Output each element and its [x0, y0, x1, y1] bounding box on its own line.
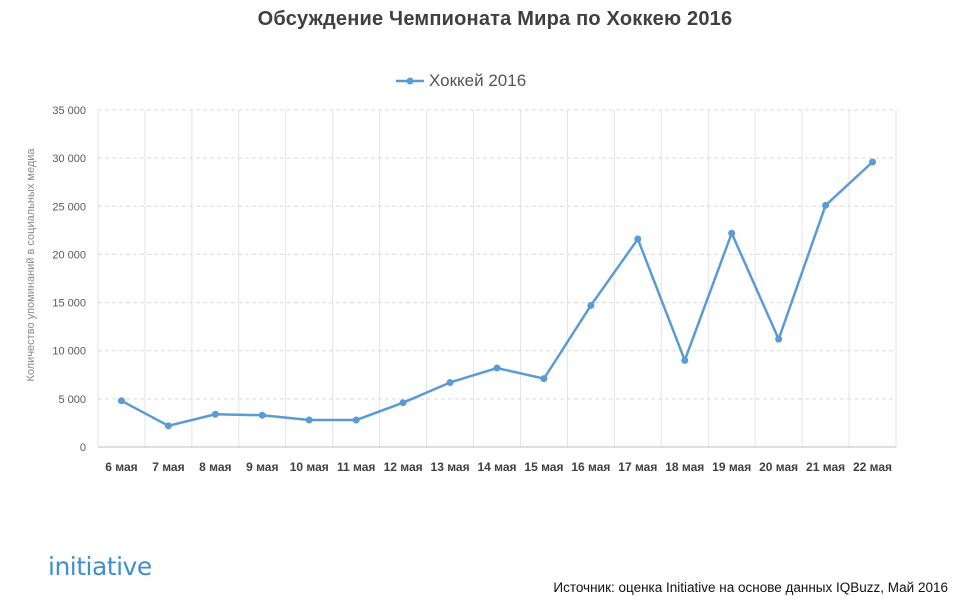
source-note: Источник: оценка Initiative на основе да…	[553, 580, 948, 595]
y-tick-label: 25 000	[52, 201, 86, 213]
x-tick-label: 20 мая	[759, 460, 798, 474]
data-point	[587, 301, 595, 309]
x-tick-label: 18 мая	[665, 460, 704, 474]
data-point	[117, 397, 125, 405]
initiative-logo: initiative	[48, 552, 152, 581]
y-tick-label: 5 000	[58, 394, 86, 406]
x-tick-label: 11 мая	[337, 460, 375, 474]
legend: Хоккей 2016	[395, 70, 526, 92]
x-tick-label: 9 мая	[246, 460, 278, 474]
x-tick-label: 19 мая	[712, 460, 751, 474]
x-tick-label: 8 мая	[199, 460, 231, 474]
y-tick-label: 35 000	[52, 105, 86, 117]
x-tick-label: 7 мая	[152, 460, 184, 474]
x-tick-label: 17 мая	[618, 460, 657, 474]
x-tick-label: 16 мая	[571, 460, 610, 474]
legend-marker	[396, 77, 424, 85]
data-point	[822, 201, 830, 209]
x-tick-label: 21 мая	[806, 460, 845, 474]
data-point	[869, 158, 877, 166]
data-point	[634, 235, 642, 243]
data-point	[211, 410, 219, 418]
x-tick-label: 6 мая	[105, 460, 137, 474]
legend-label: Хоккей 2016	[429, 71, 527, 90]
data-point	[446, 378, 454, 386]
x-tick-label: 12 мая	[384, 460, 423, 474]
x-tick-label: 13 мая	[431, 460, 470, 474]
x-tick-label: 10 мая	[290, 460, 329, 474]
data-point	[305, 416, 313, 424]
series-line	[120, 161, 874, 428]
data-point	[681, 356, 689, 364]
x-tick-label: 15 мая	[524, 460, 563, 474]
data-point	[775, 335, 783, 343]
y-tick-label: 15 000	[52, 298, 86, 310]
y-tick-label: 20 000	[52, 249, 86, 261]
x-tick-label: 14 мая	[477, 460, 516, 474]
data-point	[493, 364, 501, 372]
data-point	[540, 375, 548, 383]
chart-title: Обсуждение Чемпионата Мира по Хоккею 201…	[257, 8, 733, 30]
y-tick-label: 30 000	[52, 153, 86, 165]
data-point	[164, 422, 172, 430]
data-point	[399, 399, 407, 407]
x-tick-label: 22 мая	[853, 460, 892, 474]
y-tick-label: 10 000	[52, 346, 86, 358]
y-tick-label: 0	[80, 442, 86, 454]
data-point	[258, 411, 266, 419]
data-point	[352, 416, 360, 424]
data-point	[728, 229, 736, 237]
